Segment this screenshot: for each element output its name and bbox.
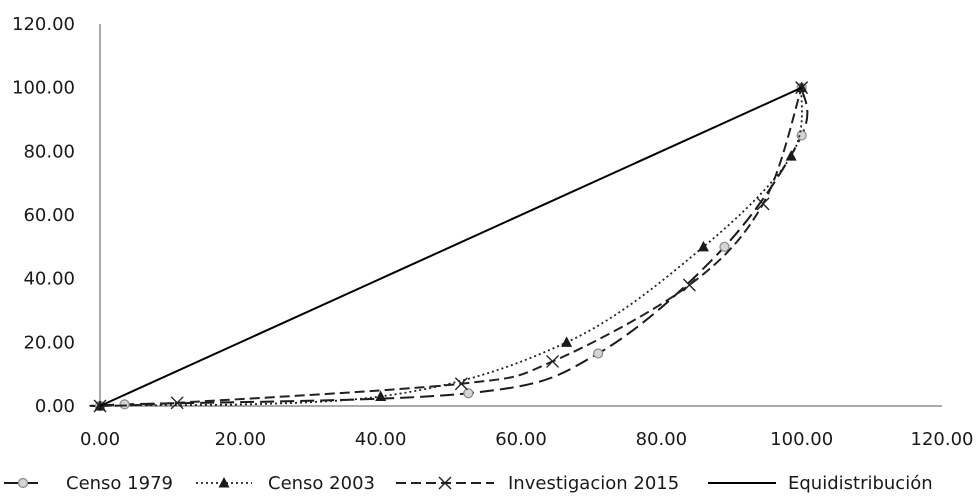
series-line-0 bbox=[89, 87, 809, 407]
y-tick-label: 20.00 bbox=[23, 332, 75, 353]
data-point-2-4 bbox=[682, 278, 696, 292]
data-point-2-2-stroke-b bbox=[454, 377, 468, 391]
data-point-0-1 bbox=[119, 399, 130, 410]
data-point-1-3 bbox=[697, 240, 709, 252]
legend-label-2: Investigacion 2015 bbox=[508, 473, 679, 494]
x-tick-label: 40.00 bbox=[355, 429, 407, 450]
y-tick-label: 80.00 bbox=[23, 141, 75, 162]
data-point-0-3 bbox=[593, 348, 604, 359]
x-tick-label: 80.00 bbox=[636, 429, 688, 450]
legend-item-1: Censo 2003 bbox=[196, 473, 375, 494]
data-point-2-5-stroke-b bbox=[756, 197, 770, 211]
data-point-1-2 bbox=[561, 336, 573, 347]
x-tick-label: 120.00 bbox=[911, 429, 974, 450]
legend-label-1: Censo 2003 bbox=[268, 473, 375, 494]
y-tick-label: 40.00 bbox=[23, 269, 75, 290]
y-axis-tick-labels: 0.00 20.00 40.00 60.00 80.00 100.00 120.00 bbox=[12, 14, 75, 417]
legend-marker-0 bbox=[17, 477, 29, 489]
data-point-0-2 bbox=[463, 388, 474, 399]
series-3 bbox=[99, 86, 803, 407]
data-point-1-1 bbox=[375, 390, 387, 401]
y-tick-label: 100.00 bbox=[12, 78, 75, 99]
x-tick-label: 60.00 bbox=[495, 429, 547, 450]
legend-label-3: Equidistribución bbox=[788, 473, 933, 494]
x-tick-label: 100.00 bbox=[770, 429, 833, 450]
data-point-2-5 bbox=[756, 197, 770, 211]
series-line-3 bbox=[99, 86, 803, 407]
data-point-0-5 bbox=[796, 130, 807, 141]
x-tick-label: 0.00 bbox=[80, 429, 120, 450]
y-tick-label: 0.00 bbox=[35, 396, 75, 417]
legend-marker-1 bbox=[218, 477, 230, 488]
data-point-2-3 bbox=[546, 354, 560, 368]
x-tick-label: 20.00 bbox=[215, 429, 267, 450]
data-point-2-1-stroke-b bbox=[170, 396, 184, 410]
legend-item-3: Equidistribución bbox=[708, 473, 933, 494]
data-point-2-3-stroke-b bbox=[546, 354, 560, 368]
legend-label-0: Censo 1979 bbox=[66, 473, 173, 494]
legend-item-2: Investigacion 2015 bbox=[396, 473, 679, 494]
series-group bbox=[89, 81, 809, 413]
data-point-2-4-stroke-b bbox=[682, 278, 696, 292]
data-point-2-2 bbox=[454, 377, 468, 391]
legend-marker-2 bbox=[438, 476, 452, 490]
y-tick-label: 60.00 bbox=[23, 205, 75, 226]
x-axis-tick-labels: 0.00 20.00 40.00 60.00 80.00 100.00 120.00 bbox=[80, 429, 974, 450]
legend: Censo 1979 Censo 2003 Investigacion 2015 Eq… bbox=[4, 473, 933, 494]
legend-marker-2-stroke-b bbox=[438, 476, 452, 490]
y-tick-label: 120.00 bbox=[12, 14, 75, 35]
legend-item-0: Censo 1979 bbox=[4, 473, 173, 494]
data-point-0-4 bbox=[719, 241, 730, 252]
data-point-2-1 bbox=[170, 396, 184, 410]
axes bbox=[99, 24, 942, 407]
data-point-1-4 bbox=[785, 150, 797, 161]
